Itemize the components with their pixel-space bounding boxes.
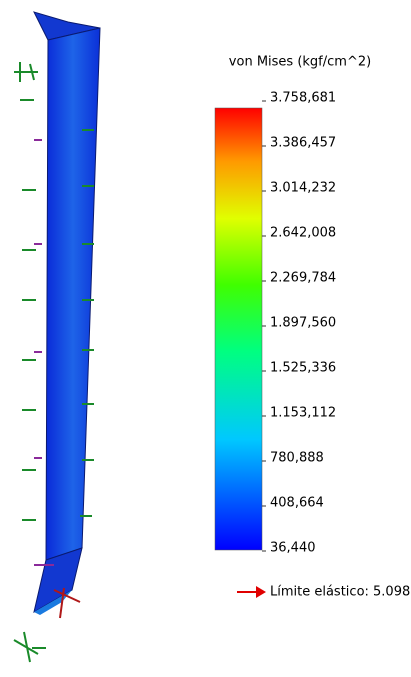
tick-label: 3.758,681 [270, 91, 336, 106]
tick-label: 2.642,008 [270, 226, 336, 241]
yield-label: Límite elástico: 5.098,581 [270, 585, 411, 600]
tick-label: 1.525,336 [270, 361, 336, 376]
tick-label: 1.153,112 [270, 406, 336, 421]
legend-title: von Mises (kgf/cm^2) [229, 55, 371, 70]
tick-label: 2.269,784 [270, 271, 336, 286]
color-bar [215, 108, 262, 550]
tick-label: 780,888 [270, 451, 324, 466]
yield-marker [237, 586, 266, 598]
result-view: von Mises (kgf/cm^2) 3.758,6813.386,4573… [0, 0, 411, 677]
tick-label: 408,664 [270, 496, 324, 511]
model [14, 12, 100, 662]
tick-label: 1.897,560 [270, 316, 336, 331]
tick-label: 3.014,232 [270, 181, 336, 196]
tick-label: 3.386,457 [270, 136, 336, 151]
tick-label: 36,440 [270, 541, 316, 556]
color-bar-ticks: 3.758,681 3.386,457 3.014,232 2.642,008 2.26… [262, 91, 336, 556]
